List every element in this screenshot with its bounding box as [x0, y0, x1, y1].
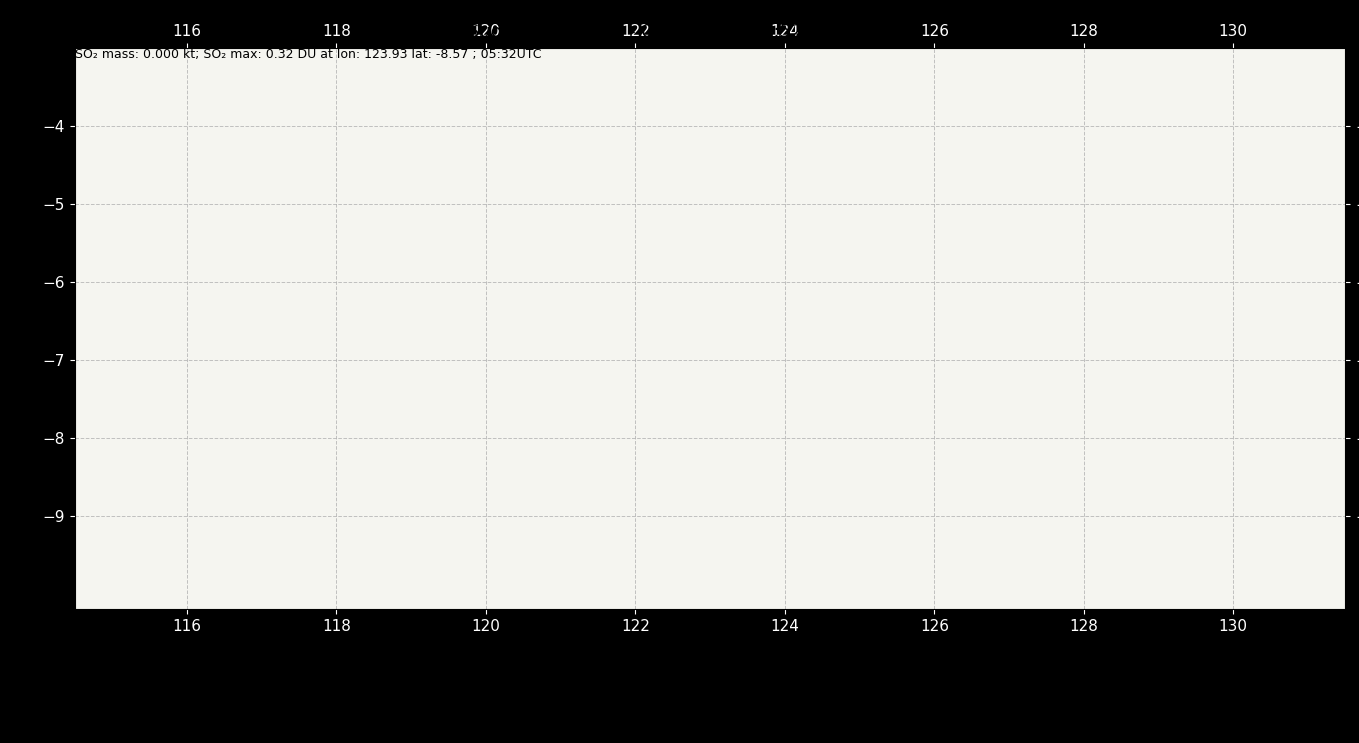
Text: Suomi NPP/OMPS - 05/07/2024 03:52-05:34 UT: Suomi NPP/OMPS - 05/07/2024 03:52-05:34 … [467, 22, 892, 40]
Text: SO₂ mass: 0.000 kt; SO₂ max: 0.32 DU at lon: 123.93 lat: -8.57 ; 05:32UTC: SO₂ mass: 0.000 kt; SO₂ max: 0.32 DU at … [75, 48, 541, 61]
